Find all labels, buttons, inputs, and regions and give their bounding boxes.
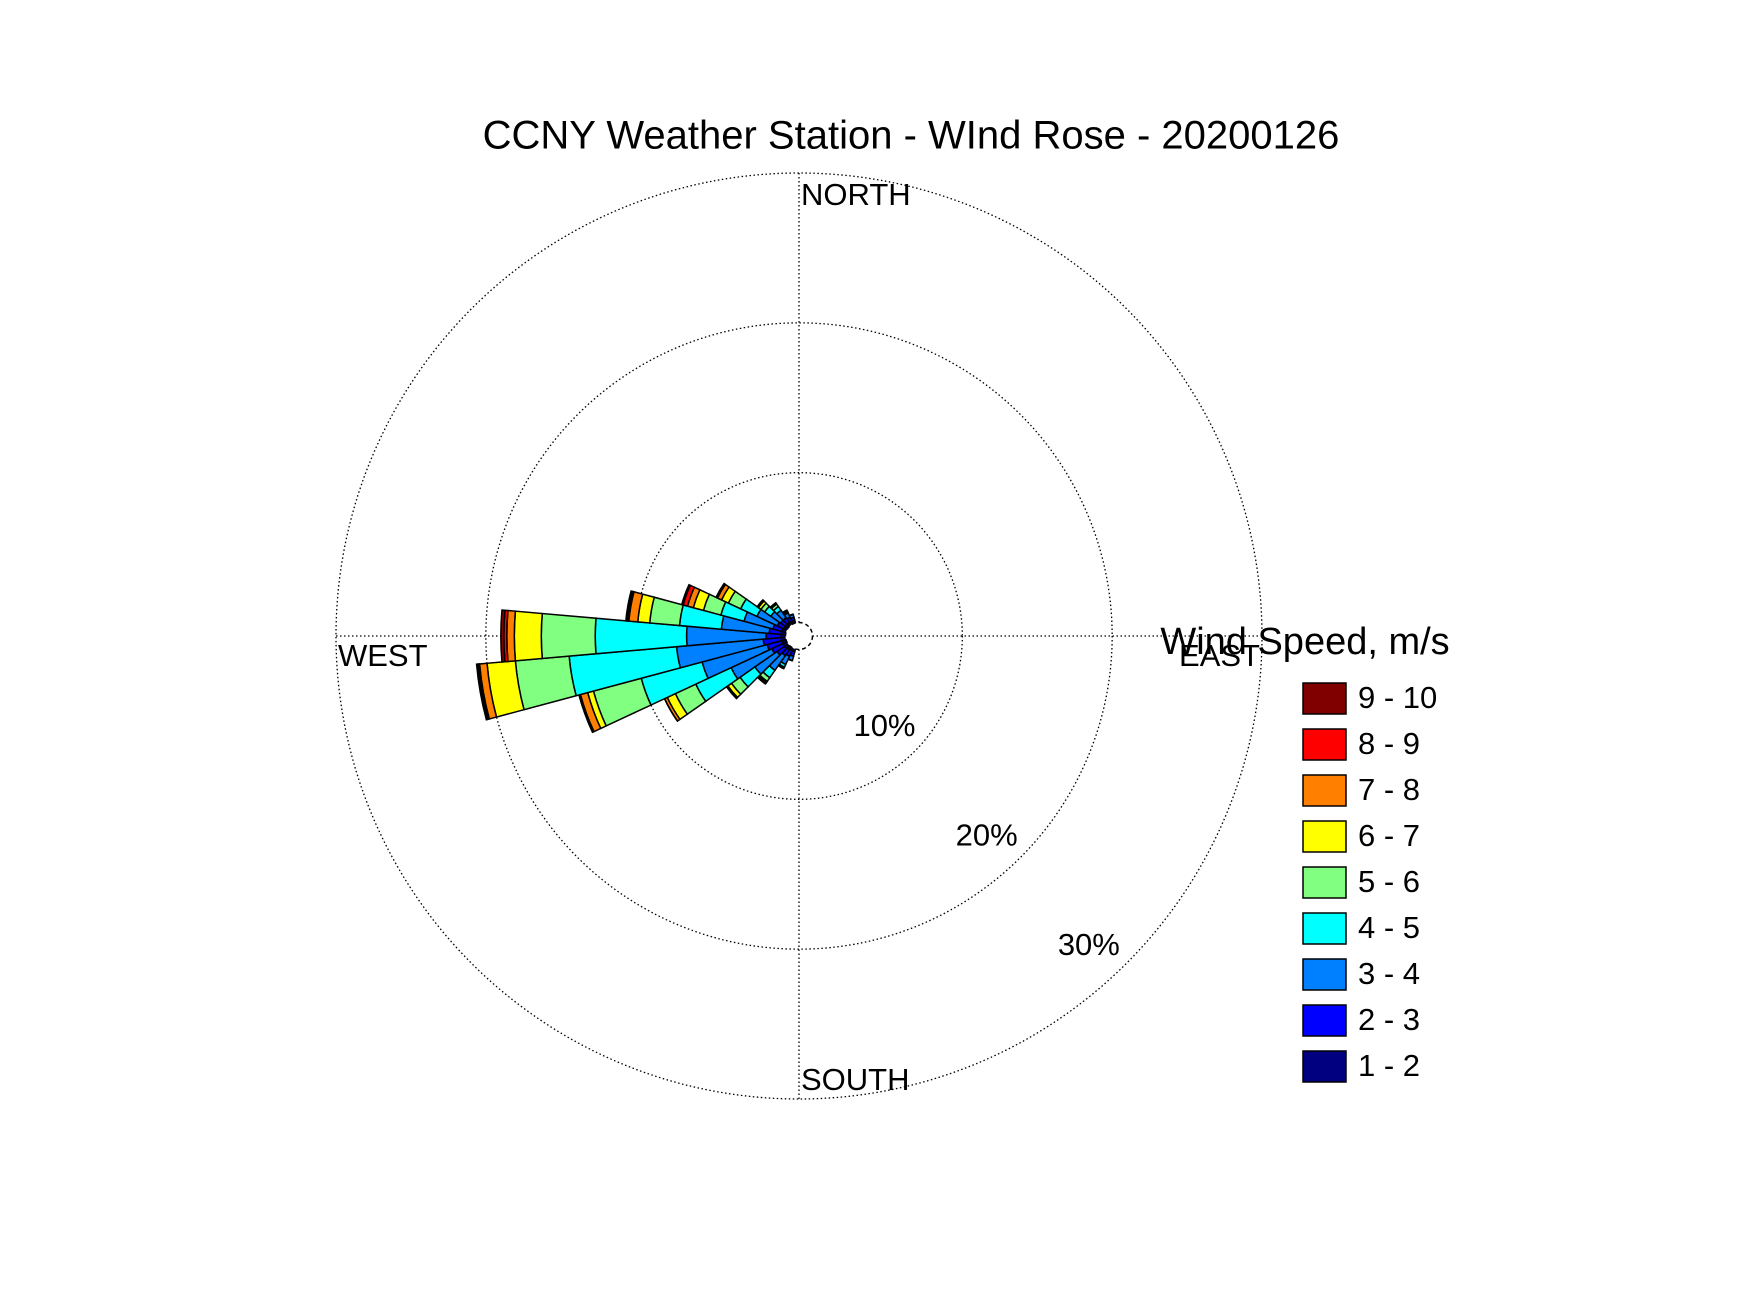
legend-label: 3 - 4 xyxy=(1358,956,1420,991)
legend-swatch xyxy=(1302,682,1347,715)
wedge-segment xyxy=(540,612,597,660)
direction-label: WEST xyxy=(338,638,428,673)
legend-label: 1 - 2 xyxy=(1358,1048,1420,1083)
wedge-segment xyxy=(769,602,777,608)
wedge-segment xyxy=(500,609,506,663)
radial-tick-label: 20% xyxy=(956,817,1018,852)
legend-swatch xyxy=(1302,866,1347,899)
wedge-segment xyxy=(789,613,794,617)
wedge-segment xyxy=(756,599,764,608)
legend-swatch xyxy=(1302,728,1347,761)
wedge-segment xyxy=(475,663,489,721)
legend-swatch xyxy=(1302,1050,1347,1083)
wedge-segment xyxy=(514,655,578,711)
legend-label: 8 - 9 xyxy=(1358,726,1420,761)
center-hole xyxy=(784,621,814,651)
legend-label: 2 - 3 xyxy=(1358,1002,1420,1037)
wedge-segment xyxy=(782,609,788,614)
legend-swatch xyxy=(1302,912,1347,945)
direction-label: EAST xyxy=(1179,638,1260,673)
wedge-segment xyxy=(513,610,544,662)
wedge-segment xyxy=(648,596,685,627)
legend-swatch xyxy=(1302,820,1347,853)
legend-swatch xyxy=(1302,958,1347,991)
legend-label: 5 - 6 xyxy=(1358,864,1420,899)
wedge-segment xyxy=(680,583,692,606)
radial-tick-label: 10% xyxy=(853,708,915,743)
grid-ring xyxy=(485,322,1113,950)
legend-swatch xyxy=(1302,1004,1347,1037)
radial-tick-label: 30% xyxy=(1058,927,1120,962)
chart-title: CCNY Weather Station - WInd Rose - 20200… xyxy=(483,114,1340,158)
legend-swatch xyxy=(1302,774,1347,807)
legend-title: Wind Speed, m/s xyxy=(1160,621,1449,663)
legend-label: 7 - 8 xyxy=(1358,772,1420,807)
direction-label: NORTH xyxy=(801,177,911,212)
wedge-segment xyxy=(625,590,634,622)
legend-label: 6 - 7 xyxy=(1358,818,1420,853)
direction-label: SOUTH xyxy=(801,1062,910,1097)
legend-label: 9 - 10 xyxy=(1358,680,1437,715)
legend-label: 4 - 5 xyxy=(1358,910,1420,945)
